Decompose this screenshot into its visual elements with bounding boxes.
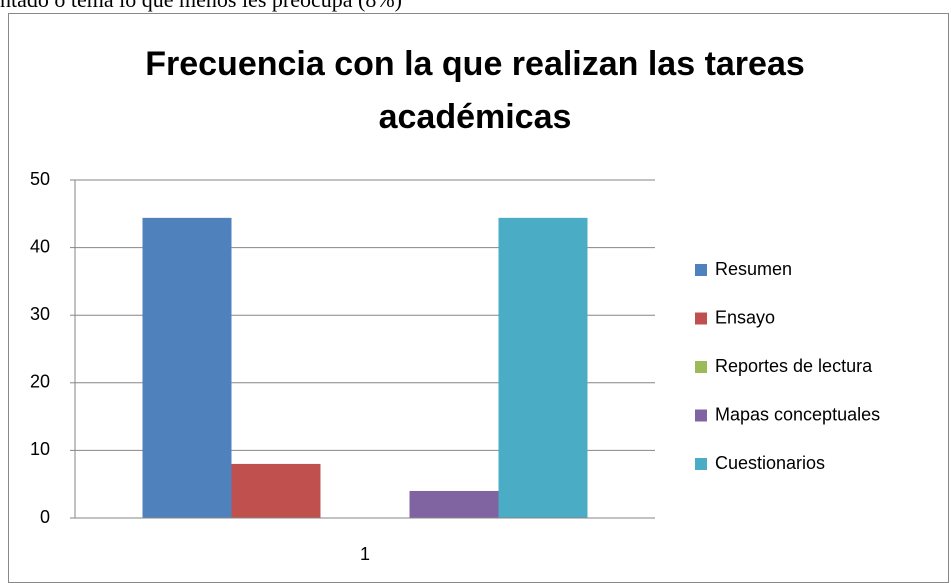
legend-label: Ensayo: [715, 307, 775, 327]
y-tick-label: 10: [30, 439, 50, 459]
legend-label: Resumen: [715, 259, 792, 279]
bar: [409, 490, 499, 518]
bar: [498, 217, 588, 518]
y-tick-label: 30: [30, 304, 50, 324]
legend-swatch: [695, 409, 707, 422]
legend-label: Reportes de lectura: [715, 356, 873, 376]
y-tick-label: 40: [30, 236, 50, 256]
bar: [142, 217, 232, 518]
document-text: ntado o tema lo que menos les preocupa (…: [0, 0, 402, 13]
y-tick-label: 20: [30, 372, 50, 392]
y-tick-label: 0: [40, 507, 50, 527]
legend-swatch: [695, 264, 707, 276]
legend-swatch: [695, 312, 707, 325]
legend-label: Mapas conceptuales: [715, 404, 880, 424]
legend-swatch: [695, 458, 707, 470]
legend-swatch: [695, 361, 707, 373]
y-tick-label: 50: [30, 169, 50, 189]
bar: [231, 463, 321, 518]
x-tick-label: 1: [360, 544, 370, 564]
chart-title: Frecuencia con la que realizan las tarea…: [145, 45, 805, 136]
legend-label: Cuestionarios: [715, 453, 825, 473]
